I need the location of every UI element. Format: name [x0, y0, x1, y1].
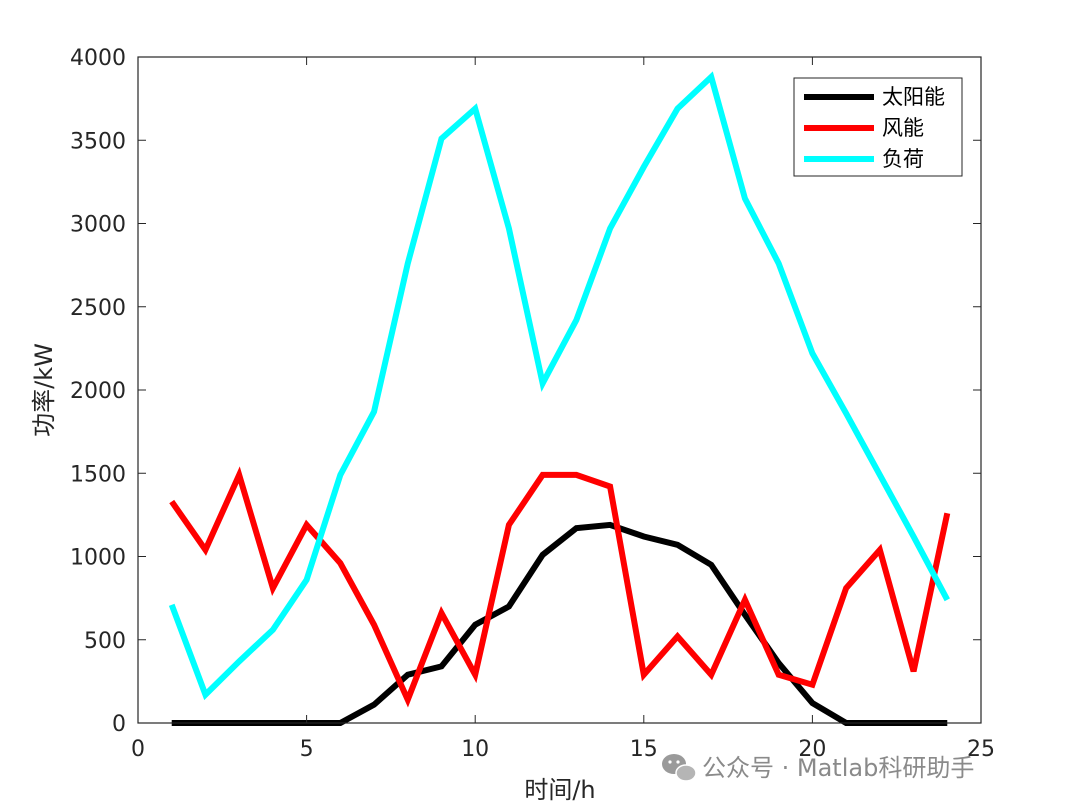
x-tick-label: 5: [300, 737, 314, 762]
legend-label-load: 负荷: [882, 147, 924, 171]
y-tick-label: 4000: [70, 46, 126, 71]
y-tick-label: 2000: [70, 379, 126, 404]
y-tick-label: 0: [112, 712, 126, 737]
y-tick-label: 3500: [70, 129, 126, 154]
y-tick-label: 2500: [70, 296, 126, 321]
y-axis-label: 功率/kW: [30, 343, 58, 437]
x-tick-label: 15: [630, 737, 658, 762]
y-tick-label: 500: [84, 629, 126, 654]
watermark-text: 公众号 · Matlab科研助手: [702, 754, 974, 782]
tick-label-layer: 0 5 10 15 20 25 0 500 1000 1500 2000 2500 3000 3500 40…: [70, 46, 995, 762]
legend-label-solar: 太阳能: [882, 85, 945, 109]
series-line-2: [168, 71, 950, 701]
watermark: 公众号 · Matlab科研助手: [662, 754, 974, 782]
x-axis-label: 时间/h: [524, 776, 595, 804]
x-tick-label: 10: [461, 737, 489, 762]
series-line-1: [169, 466, 951, 708]
wechat-icon: [662, 754, 697, 782]
y-tick-label: 3000: [70, 213, 126, 238]
x-tick-label: 25: [967, 737, 995, 762]
x-tick-label: 0: [131, 737, 145, 762]
legend-label-wind: 风能: [882, 116, 924, 140]
x-tick-label: 20: [798, 737, 826, 762]
y-tick-label: 1000: [70, 546, 126, 571]
ticks-layer: [137, 56, 982, 724]
y-tick-label: 1500: [70, 462, 126, 487]
legend: 太阳能 风能 负荷: [793, 77, 963, 177]
